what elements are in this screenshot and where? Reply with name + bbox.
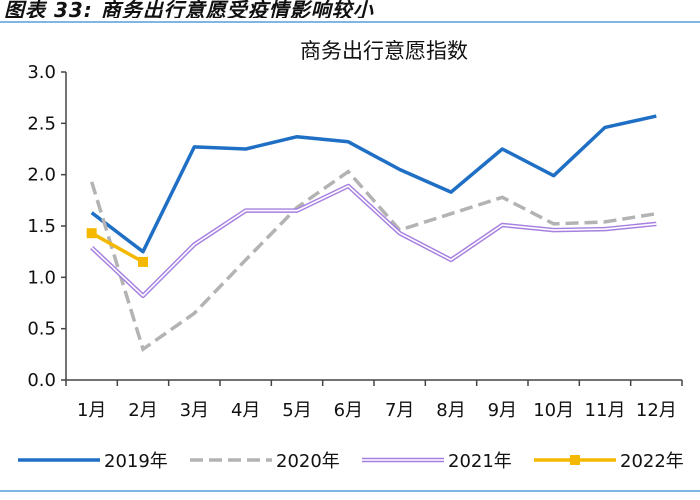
y-tick-label: 3.0 [27, 62, 56, 83]
y-tick-label: 1.0 [27, 267, 56, 288]
y-tick-label: 2.0 [27, 165, 56, 186]
y-tick-label: 0.5 [27, 319, 56, 340]
legend-2019年-label: 2019年 [104, 451, 168, 472]
legend-2021年-label: 2021年 [448, 451, 512, 472]
x-tick-label: 6月 [334, 400, 363, 421]
x-tick-label: 9月 [488, 400, 517, 421]
top-border [0, 21, 700, 23]
x-tick-label: 4月 [231, 400, 260, 421]
y-tick-label: 2.5 [27, 113, 56, 134]
x-tick-label: 2月 [128, 400, 157, 421]
series-2021年-line-inner [91, 185, 657, 297]
y-tick-label: 1.5 [27, 216, 56, 237]
legend-2020年-label: 2020年 [276, 451, 340, 472]
legend-2022年-marker [570, 455, 580, 465]
x-tick-label: 5月 [282, 400, 311, 421]
x-tick-label: 10月 [533, 400, 574, 421]
series-2022年-line [90, 231, 144, 264]
x-tick-label: 3月 [180, 400, 209, 421]
x-tick-label: 12月 [636, 400, 677, 421]
series-2020年-line [90, 169, 657, 353]
chart-title: 商务出行意愿指数 [300, 39, 468, 63]
bottom-border [0, 490, 700, 492]
x-tick-label: 1月 [77, 400, 106, 421]
y-tick-label: 0.0 [27, 370, 56, 391]
x-tick-label: 8月 [436, 400, 465, 421]
series-2022年-point [86, 228, 97, 239]
figure-title: 图表 33: 商务出行意愿受疫情影响较小 [4, 0, 374, 18]
series-2019年-line [90, 114, 657, 254]
legend-2022年-label: 2022年 [620, 451, 684, 472]
x-tick-label: 7月 [385, 400, 414, 421]
series-2022年-point [138, 256, 148, 267]
x-tick-label: 11月 [585, 400, 626, 421]
